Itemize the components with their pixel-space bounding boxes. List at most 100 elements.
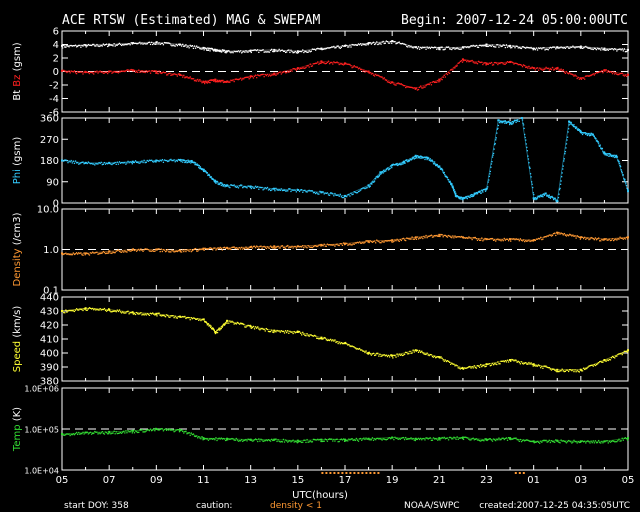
scatter-dot [561,176,563,178]
scatter-dot [375,438,377,441]
scatter-dot [246,51,248,53]
scatter-dot [454,192,457,194]
scatter-dot [244,326,246,328]
scatter-dot [350,65,352,67]
scatter-dot [527,240,529,242]
scatter-dot [291,331,293,333]
scatter-dot [245,50,247,52]
scatter-dot [313,63,316,65]
scatter-dot [148,159,151,161]
scatter-dot [290,49,292,51]
scatter-dot [572,74,574,76]
scatter-dot [439,80,441,82]
scatter-dot [440,46,442,48]
scatter-dot [490,61,493,64]
scatter-dot [529,363,531,365]
scatter-dot [499,439,501,441]
scatter-dot [592,73,594,75]
scatter-dot [574,235,576,237]
data-point-bt [627,48,629,51]
scatter-dot [458,62,460,64]
scatter-dot [321,48,323,51]
scatter-dot [428,83,430,86]
scatter-dot [368,351,370,353]
scatter-dot [80,252,82,254]
scatter-dot [90,71,93,74]
scatter-dot [527,363,529,365]
scatter-dot [236,321,239,324]
scatter-dot [391,437,393,439]
scatter-dot [455,47,457,50]
scatter-dot [514,238,516,241]
scatter-dot [451,438,453,440]
scatter-dot [232,184,234,187]
scatter-dot [178,316,181,318]
scatter-dot [312,63,315,65]
scatter-dot [477,365,480,367]
scatter-dot [171,249,173,251]
scatter-dot [273,439,275,442]
scatter-dot [287,244,289,247]
scatter-dot [559,442,561,444]
scatter-dot [556,199,558,201]
scatter-dot [221,326,224,328]
scatter-dot [199,318,201,320]
scatter-dot [392,241,394,243]
scatter-dot [120,44,123,47]
scatter-dot [373,75,376,77]
scatter-dot [626,351,629,353]
scatter-dot [435,81,437,83]
scatter-dot [606,48,608,51]
scatter-dot [470,439,472,441]
scatter-dot [421,236,423,238]
scatter-dot [267,189,270,191]
scatter-dot [535,67,538,69]
scatter-dot [472,437,474,439]
scatter-dot [132,42,135,44]
scatter-dot [112,45,114,47]
scatter-dot [386,41,389,43]
scatter-dot [326,192,329,194]
scatter-dot [88,162,91,164]
scatter-dot [197,437,199,439]
scatter-dot [417,157,420,159]
scatter-dot [336,45,338,47]
scatter-dot [576,235,578,237]
scatter-dot [214,439,216,441]
scatter-dot [481,365,483,368]
scatter-dot [306,438,308,441]
scatter-dot [387,437,390,439]
scatter-dot [204,81,206,83]
scatter-dot [286,71,288,74]
scatter-dot [268,74,271,76]
scatter-dot [164,250,167,253]
scatter-dot [226,320,228,322]
scatter-dot [560,180,562,182]
scatter-dot [339,343,341,345]
scatter-dot [540,194,542,196]
scatter-dot [352,439,354,442]
scatter-dot [283,70,286,73]
scatter-dot [222,185,225,187]
scatter-dot [191,250,194,252]
scatter-dot [623,237,626,239]
scatter-dot [159,428,161,431]
scatter-dot [122,44,124,46]
data-point-bt [438,46,441,49]
scatter-dot [540,367,542,369]
scatter-dot [234,78,236,80]
scatter-dot [88,432,91,434]
scatter-dot [469,439,471,441]
scatter-dot [580,440,583,442]
scatter-dot [562,168,564,170]
scatter-dot [343,243,346,246]
scatter-dot [566,369,569,371]
scatter-dot [258,328,260,330]
scatter-dot [549,196,551,198]
scatter-dot [190,250,192,253]
scatter-dot [79,44,81,47]
scatter-dot [67,310,69,312]
scatter-dot [133,313,136,315]
scatter-dot [504,46,507,49]
scatter-dot [125,43,127,46]
